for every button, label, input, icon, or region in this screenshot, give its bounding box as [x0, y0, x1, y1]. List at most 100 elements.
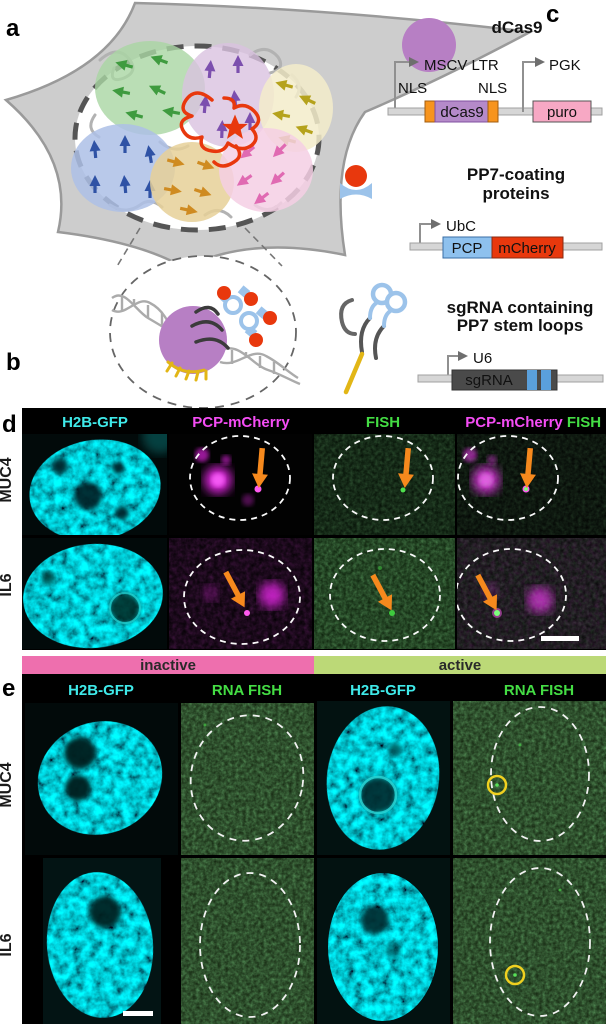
- panel-abc-diagram: a b c dCas9 MSCV LTR NLS NLS dCas9 PGK p…: [3, 1, 604, 409]
- panel-b-label: b: [6, 349, 21, 376]
- labeled-locus: [244, 610, 250, 616]
- mcherry-box: [491, 236, 564, 259]
- nls-left-label: NLS: [398, 80, 427, 97]
- sgrna-stemloop-icon: [339, 282, 408, 395]
- e-col1-header: H2B-GFP: [68, 682, 134, 699]
- pp7-stemloop-insert: [527, 370, 537, 390]
- ubc-label: UbC: [446, 218, 476, 235]
- fish-spot: [400, 487, 406, 493]
- pp7-protein-icon: [345, 165, 367, 187]
- inactive-label: inactive: [140, 657, 196, 674]
- panel-e-microscopy: inactive active e H2B-GFP RNA FISH H2B-G…: [0, 650, 606, 1024]
- nls-right-label: NLS: [478, 80, 507, 97]
- pp7-coat-proteins: [217, 286, 277, 347]
- nucleus-outline: [199, 872, 301, 1018]
- e-col3-header: H2B-GFP: [350, 682, 416, 699]
- e-col2-header: RNA FISH: [212, 682, 282, 699]
- promoter-arrow: [394, 61, 410, 112]
- fish-spot: [494, 610, 500, 616]
- fish-spot: [389, 610, 395, 616]
- e-il6-active-h2bgfp-image: [317, 858, 450, 1024]
- d-col3-header: FISH: [366, 414, 400, 431]
- pp7-title-line1: PP7-coating: [467, 165, 565, 184]
- e-il6-active-fish-image: [453, 858, 606, 1024]
- d-muc4-h2bgfp-image: [22, 434, 167, 535]
- nucleus-outline: [183, 549, 301, 645]
- u6-label: U6: [473, 350, 492, 367]
- d-muc4-merge-image: [457, 434, 606, 535]
- d-col4-header-green: FISH: [567, 414, 601, 431]
- scale-bar: [541, 636, 579, 641]
- nucleolus: [360, 777, 396, 813]
- pp7-stem-loops: [217, 285, 277, 347]
- panel-d-label: d: [2, 411, 17, 438]
- panel-c-label: c: [546, 1, 559, 28]
- panel-a-label: a: [6, 15, 20, 42]
- star-icon: [222, 114, 248, 139]
- e-muc4-inactive-fish-image: [181, 703, 314, 855]
- promoter-arrowhead-icon: [458, 351, 468, 361]
- puro-box: [532, 100, 592, 123]
- scale-bar: [123, 1011, 153, 1016]
- puro-label: puro: [547, 104, 577, 121]
- labeled-locus: [254, 485, 262, 493]
- nucleoli: [52, 458, 129, 520]
- e-muc4-active-fish-image: [453, 701, 606, 855]
- sgrna-scaffold: [190, 305, 230, 350]
- d-row2-label: IL6: [0, 573, 15, 596]
- e-muc4-inactive-h2bgfp-image: [25, 703, 178, 855]
- panel-c-constructs: c dCas9 MSCV LTR NLS NLS dCas9 PGK puro …: [339, 1, 604, 395]
- promoter-arrowhead-icon: [431, 219, 441, 229]
- pp7-stemloop-insert: [541, 370, 551, 390]
- fish-spot: [524, 487, 528, 491]
- territory-green: [95, 41, 205, 135]
- cell-schematic: [3, 1, 535, 270]
- active-condition-bar: [314, 656, 606, 674]
- d-row1-label: MUC4: [0, 457, 15, 502]
- d-col4-header-magenta: PCP-mCherry: [465, 414, 563, 431]
- sgrna-title-line2: PP7 stem loops: [457, 316, 584, 335]
- d-il6-merge-image: [457, 538, 606, 649]
- nls-box-right: [487, 100, 499, 123]
- e-il6-inactive-h2bgfp-image: [25, 858, 178, 1024]
- promoter-arrowhead-icon: [409, 57, 419, 67]
- mcherry-label: mCherry: [498, 240, 556, 257]
- nucleus-outline: [332, 435, 434, 521]
- nucleus-outline: [189, 714, 305, 842]
- dcas9-gene-label: dCas9: [440, 104, 483, 121]
- target-pairing: [165, 360, 208, 382]
- nucleus-outline: [489, 867, 591, 1017]
- pp7-title-line2: proteins: [482, 184, 549, 203]
- d-col1-header: H2B-GFP: [62, 414, 128, 431]
- inactive-condition-bar: [22, 656, 314, 674]
- nucleus-outline: [457, 435, 559, 521]
- territory-pink: [219, 128, 313, 212]
- territory-purple: [182, 43, 274, 147]
- d-muc4-pcpmcherry-image: [169, 434, 312, 535]
- promoter-arrow: [522, 61, 536, 112]
- e-col4-header: RNA FISH: [504, 682, 574, 699]
- nucleoli: [64, 737, 96, 801]
- d-il6-h2bgfp-image: [22, 538, 167, 649]
- nucleus-outline: [490, 706, 590, 842]
- promoter-arrow: [419, 223, 432, 247]
- d-il6-pcpmcherry-image: [169, 538, 312, 649]
- panel-e-label: e: [2, 675, 15, 702]
- nucleolus: [89, 896, 121, 928]
- promoter-arrowhead-icon: [535, 57, 545, 67]
- nucleolus: [110, 593, 140, 623]
- d-il6-fish-image: [314, 538, 455, 649]
- e-row1-label: MUC4: [0, 762, 15, 807]
- nls-box-left: [424, 100, 436, 123]
- d-muc4-fish-image: [314, 434, 455, 535]
- promoter-arrow: [447, 355, 459, 378]
- panel-d-microscopy: d H2B-GFP PCP-mCherry FISH PCP-mCherry F…: [0, 408, 606, 650]
- d-col2-header: PCP-mCherry: [192, 414, 290, 431]
- target-locus: [179, 91, 261, 168]
- nucleus-outline: [189, 435, 291, 521]
- nucleolus: [361, 906, 389, 934]
- mscv-ltr-label: MSCV LTR: [424, 57, 499, 74]
- dcas9-legend-icon: [402, 18, 456, 72]
- active-label: active: [439, 657, 482, 674]
